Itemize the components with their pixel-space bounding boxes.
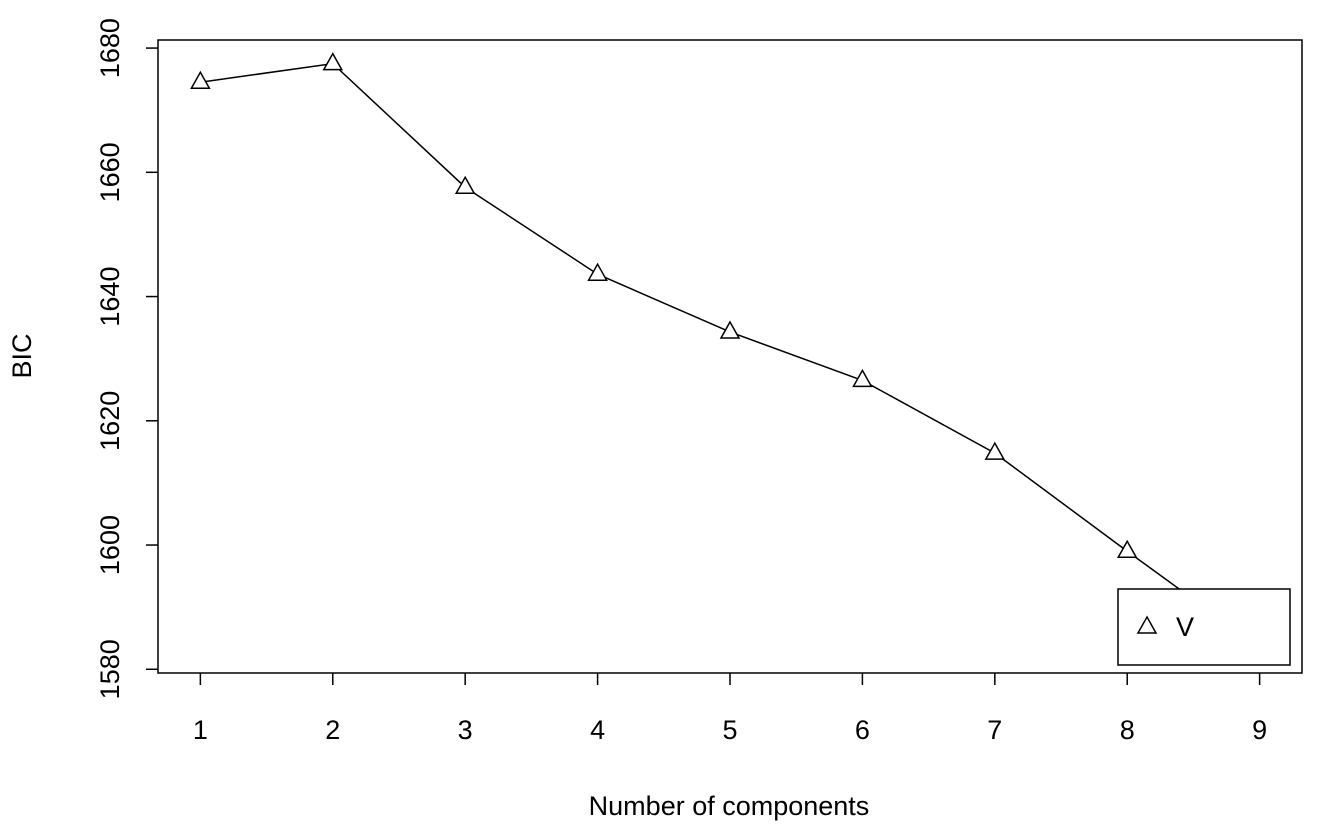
plot-frame xyxy=(157,39,1303,674)
legend-label: V xyxy=(1176,612,1194,642)
point xyxy=(587,262,608,281)
point xyxy=(454,175,476,194)
y-tick-label: 1620 xyxy=(95,391,125,451)
y-tick-label: 1640 xyxy=(95,267,125,327)
y-tick-label: 1660 xyxy=(95,142,125,202)
y-tick-label: 1600 xyxy=(95,515,125,575)
x-axis-label: Number of components xyxy=(589,791,870,821)
x-tick-label: 1 xyxy=(193,715,208,745)
x-tick-label: 8 xyxy=(1120,715,1135,745)
point xyxy=(190,70,211,89)
point xyxy=(719,320,741,339)
x-tick-label: 2 xyxy=(325,715,340,745)
y-axis-label: BIC xyxy=(7,333,37,378)
y-tick-label: 1680 xyxy=(95,18,125,78)
series-line xyxy=(200,62,1261,649)
point xyxy=(322,52,344,71)
y-tick-label: 1580 xyxy=(95,639,125,699)
x-tick-label: 6 xyxy=(855,715,870,745)
point xyxy=(984,441,1006,460)
x-tick-label: 3 xyxy=(458,715,473,745)
x-tick-label: 7 xyxy=(987,715,1002,745)
x-tick-label: 5 xyxy=(722,715,737,745)
legend-marker xyxy=(1136,615,1158,634)
x-tick-label: 9 xyxy=(1252,715,1267,745)
point xyxy=(1116,539,1138,558)
x-tick-label: 4 xyxy=(590,715,605,745)
point xyxy=(852,368,873,388)
